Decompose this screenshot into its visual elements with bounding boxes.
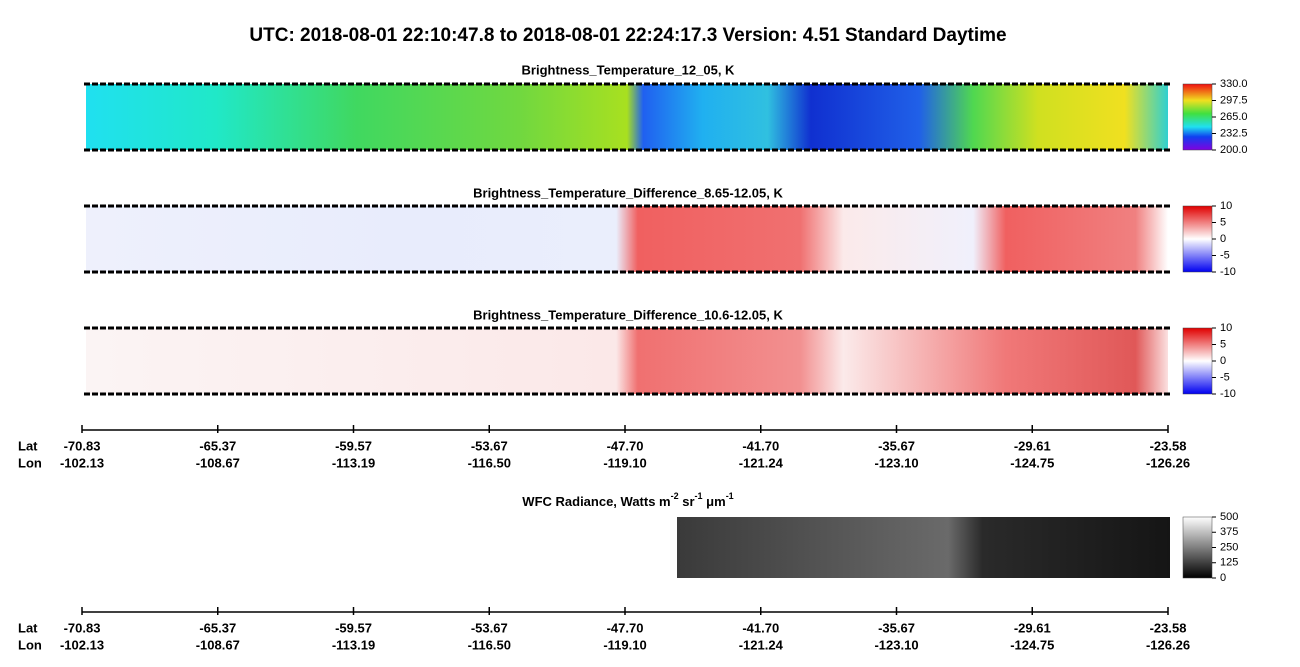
image-strip	[86, 84, 1168, 150]
colorbar-label: 297.5	[1220, 94, 1248, 106]
colorbar-label: 5	[1220, 216, 1226, 228]
lon-tick-label: -113.19	[332, 455, 375, 470]
lat-tick-label: -41.70	[742, 438, 779, 453]
title-part: sr	[679, 494, 695, 509]
colorbar-label: 10	[1220, 322, 1232, 334]
lon-tick-label: -123.10	[874, 455, 918, 470]
title: UTC: 2018-08-01 22:10:47.8 to 2018-08-01…	[249, 25, 1006, 46]
colorbar-label: 265.0	[1220, 111, 1248, 123]
lon-label: Lon	[18, 637, 42, 652]
lat-tick-label: -23.58	[1150, 620, 1187, 635]
lat-tick-label: -35.67	[878, 438, 915, 453]
lon-tick-label: -123.10	[874, 637, 918, 652]
lat-tick-label: -65.37	[199, 620, 236, 635]
panel-title: WFC Radiance, Watts m-2 sr-1 μm-1	[522, 491, 733, 509]
lat-tick-label: -41.70	[742, 620, 779, 635]
lat-tick-label: -35.67	[878, 620, 915, 635]
lon-label: Lon	[18, 455, 42, 470]
image-strip	[677, 517, 1170, 578]
colorbar	[1182, 327, 1213, 395]
lat-tick-label: -70.83	[64, 620, 101, 635]
colorbar-label: -10	[1220, 388, 1236, 400]
image-strip	[86, 206, 1168, 272]
lat-tick-label: -59.57	[335, 620, 372, 635]
lat-tick-label: -29.61	[1014, 438, 1051, 453]
colorbar-label: 5	[1220, 338, 1226, 350]
title-part: μm	[703, 494, 726, 509]
lat-tick-label: -53.67	[471, 438, 508, 453]
lat-tick-label: -47.70	[607, 438, 644, 453]
panel-title: Brightness_Temperature_Difference_10.6-1…	[473, 307, 783, 322]
lon-tick-label: -102.13	[60, 455, 104, 470]
lon-tick-label: -113.19	[332, 637, 375, 652]
lat-label: Lat	[18, 438, 38, 453]
lon-tick-label: -121.24	[739, 455, 784, 470]
lon-tick-label: -119.10	[603, 455, 646, 470]
lon-tick-label: -116.50	[468, 637, 511, 652]
colorbar-label: 500	[1220, 511, 1238, 523]
colorbar-label: 232.5	[1220, 127, 1248, 139]
lon-tick-label: -126.26	[1146, 455, 1190, 470]
lon-tick-label: -124.75	[1010, 455, 1054, 470]
lon-tick-label: -124.75	[1010, 637, 1054, 652]
lat-tick-label: -70.83	[64, 438, 101, 453]
colorbar	[1182, 83, 1213, 151]
colorbar-label: 0	[1220, 572, 1226, 584]
lat-tick-label: -47.70	[607, 620, 644, 635]
colorbar-label: 250	[1220, 541, 1238, 553]
colorbar-label: 330.0	[1220, 78, 1248, 90]
title-part: WFC Radiance, Watts m	[522, 494, 670, 509]
colorbar-label: -5	[1220, 249, 1230, 261]
title-part: -1	[695, 491, 703, 501]
lon-tick-label: -119.10	[603, 637, 646, 652]
colorbar-label: 0	[1220, 233, 1226, 245]
title-part: -2	[671, 491, 679, 501]
lon-tick-label: -116.50	[468, 455, 511, 470]
lon-tick-label: -108.67	[196, 455, 240, 470]
colorbar-label: -5	[1220, 371, 1230, 383]
lat-tick-label: -29.61	[1014, 620, 1051, 635]
image-strip	[86, 328, 1168, 394]
colorbar-label: 200.0	[1220, 144, 1248, 156]
lat-tick-label: -23.58	[1150, 438, 1187, 453]
lon-tick-label: -126.26	[1146, 637, 1190, 652]
lat-tick-label: -53.67	[471, 620, 508, 635]
panel-title: Brightness_Temperature_12_05, K	[522, 62, 736, 77]
colorbar	[1182, 205, 1213, 273]
colorbar-label: -10	[1220, 266, 1236, 278]
lon-tick-label: -121.24	[739, 637, 784, 652]
colorbar-label: 125	[1220, 557, 1238, 569]
lat-tick-label: -65.37	[199, 438, 236, 453]
colorbar-label: 375	[1220, 526, 1238, 538]
colorbar-label: 10	[1220, 200, 1232, 212]
colorbar	[1182, 516, 1213, 579]
lat-label: Lat	[18, 620, 38, 635]
colorbar-label: 0	[1220, 355, 1226, 367]
lon-tick-label: -108.67	[196, 637, 240, 652]
lat-tick-label: -59.57	[335, 438, 372, 453]
panel-title: Brightness_Temperature_Difference_8.65-1…	[473, 185, 783, 200]
title-part: -1	[726, 491, 734, 501]
lon-tick-label: -102.13	[60, 637, 104, 652]
